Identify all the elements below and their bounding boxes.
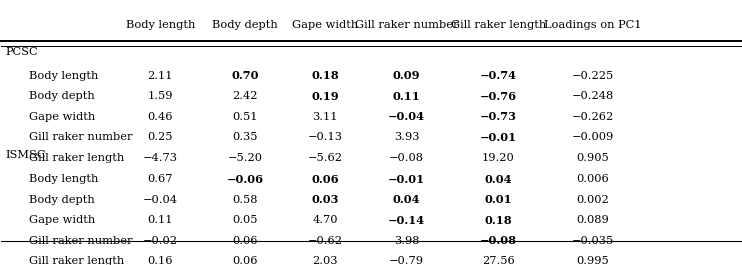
Text: 0.905: 0.905: [577, 153, 609, 163]
Text: −0.009: −0.009: [571, 132, 614, 142]
Text: Gill raker length: Gill raker length: [30, 256, 125, 265]
Text: −0.01: −0.01: [479, 132, 516, 143]
Text: 0.70: 0.70: [232, 70, 259, 81]
Text: −0.08: −0.08: [479, 235, 516, 246]
Text: 0.11: 0.11: [148, 215, 173, 225]
Text: −0.79: −0.79: [389, 256, 424, 265]
Text: Gill raker number: Gill raker number: [30, 236, 133, 245]
Text: Gill raker number: Gill raker number: [355, 20, 459, 30]
Text: Gill raker length: Gill raker length: [30, 153, 125, 163]
Text: 0.03: 0.03: [312, 194, 339, 205]
Text: Gape width: Gape width: [30, 112, 96, 122]
Text: 0.006: 0.006: [577, 174, 609, 184]
Text: 0.25: 0.25: [148, 132, 173, 142]
Text: 0.18: 0.18: [312, 70, 339, 81]
Text: −0.035: −0.035: [571, 236, 614, 245]
Text: −0.04: −0.04: [142, 195, 178, 205]
Text: −0.08: −0.08: [389, 153, 424, 163]
Text: 0.11: 0.11: [393, 91, 421, 102]
Text: Gape width: Gape width: [292, 20, 358, 30]
Text: −0.248: −0.248: [571, 91, 614, 101]
Text: 3.11: 3.11: [312, 112, 338, 122]
Text: 0.05: 0.05: [232, 215, 258, 225]
Text: 0.06: 0.06: [232, 236, 258, 245]
Text: 27.56: 27.56: [482, 256, 514, 265]
Text: Gape width: Gape width: [30, 215, 96, 225]
Text: Loadings on PC1: Loadings on PC1: [544, 20, 642, 30]
Text: Body length: Body length: [30, 71, 99, 81]
Text: 0.51: 0.51: [232, 112, 258, 122]
Text: 3.98: 3.98: [394, 236, 419, 245]
Text: Gill raker length: Gill raker length: [450, 20, 546, 30]
Text: −0.14: −0.14: [388, 215, 425, 226]
Text: 0.06: 0.06: [232, 256, 258, 265]
Text: −0.74: −0.74: [479, 70, 516, 81]
Text: −0.13: −0.13: [308, 132, 343, 142]
Text: 0.35: 0.35: [232, 132, 258, 142]
Text: −0.04: −0.04: [388, 111, 425, 122]
Text: −0.02: −0.02: [142, 236, 178, 245]
Text: Body depth: Body depth: [30, 91, 95, 101]
Text: 0.01: 0.01: [485, 194, 512, 205]
Text: −4.73: −4.73: [142, 153, 178, 163]
Text: 1.59: 1.59: [148, 91, 173, 101]
Text: 2.42: 2.42: [232, 91, 258, 101]
Text: 0.995: 0.995: [577, 256, 609, 265]
Text: 0.09: 0.09: [393, 70, 420, 81]
Text: Body length: Body length: [125, 20, 195, 30]
Text: 0.58: 0.58: [232, 195, 258, 205]
Text: −5.20: −5.20: [228, 153, 263, 163]
Text: −0.73: −0.73: [479, 111, 516, 122]
Text: 2.11: 2.11: [148, 71, 173, 81]
Text: ISMSC: ISMSC: [5, 150, 45, 160]
Text: Gill raker number: Gill raker number: [30, 132, 133, 142]
Text: −0.06: −0.06: [227, 174, 264, 185]
Text: 3.93: 3.93: [394, 132, 419, 142]
Text: 0.089: 0.089: [577, 215, 609, 225]
Text: 19.20: 19.20: [482, 153, 514, 163]
Text: PCSC: PCSC: [5, 47, 38, 57]
Text: 0.04: 0.04: [485, 174, 512, 185]
Text: Body length: Body length: [30, 174, 99, 184]
Text: 0.002: 0.002: [577, 195, 609, 205]
Text: −0.225: −0.225: [571, 71, 614, 81]
Text: −5.62: −5.62: [308, 153, 343, 163]
Text: −0.262: −0.262: [571, 112, 614, 122]
Text: 0.19: 0.19: [312, 91, 339, 102]
Text: 0.16: 0.16: [148, 256, 173, 265]
Text: 0.18: 0.18: [485, 215, 512, 226]
Text: 0.67: 0.67: [148, 174, 173, 184]
Text: −0.62: −0.62: [308, 236, 343, 245]
Text: 0.06: 0.06: [312, 174, 339, 185]
Text: Body depth: Body depth: [30, 195, 95, 205]
Text: −0.01: −0.01: [388, 174, 425, 185]
Text: 2.03: 2.03: [312, 256, 338, 265]
Text: 4.70: 4.70: [312, 215, 338, 225]
Text: 0.46: 0.46: [148, 112, 173, 122]
Text: −0.76: −0.76: [479, 91, 516, 102]
Text: Body depth: Body depth: [212, 20, 278, 30]
Text: 0.04: 0.04: [393, 194, 420, 205]
